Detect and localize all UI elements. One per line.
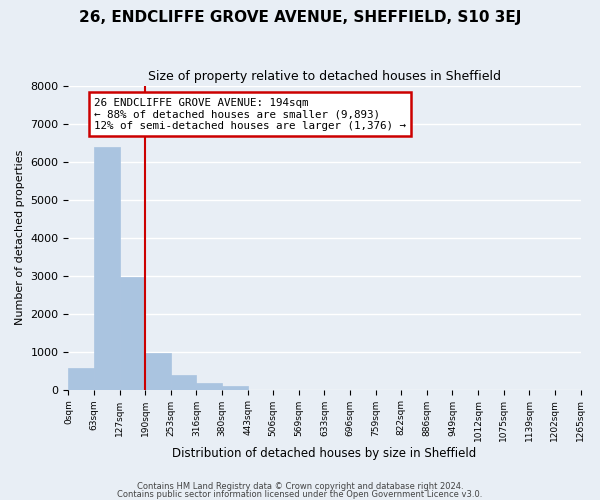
Bar <box>222 386 248 390</box>
Text: Contains public sector information licensed under the Open Government Licence v3: Contains public sector information licen… <box>118 490 482 499</box>
X-axis label: Distribution of detached houses by size in Sheffield: Distribution of detached houses by size … <box>172 447 476 460</box>
Text: 26 ENDCLIFFE GROVE AVENUE: 194sqm
← 88% of detached houses are smaller (9,893)
1: 26 ENDCLIFFE GROVE AVENUE: 194sqm ← 88% … <box>94 98 406 131</box>
Bar <box>94 147 119 390</box>
Bar <box>68 368 94 390</box>
Bar <box>145 353 171 390</box>
Title: Size of property relative to detached houses in Sheffield: Size of property relative to detached ho… <box>148 70 501 83</box>
Bar <box>171 375 196 390</box>
Bar <box>196 383 222 390</box>
Text: Contains HM Land Registry data © Crown copyright and database right 2024.: Contains HM Land Registry data © Crown c… <box>137 482 463 491</box>
Text: 26, ENDCLIFFE GROVE AVENUE, SHEFFIELD, S10 3EJ: 26, ENDCLIFFE GROVE AVENUE, SHEFFIELD, S… <box>79 10 521 25</box>
Y-axis label: Number of detached properties: Number of detached properties <box>15 150 25 326</box>
Bar <box>119 276 145 390</box>
